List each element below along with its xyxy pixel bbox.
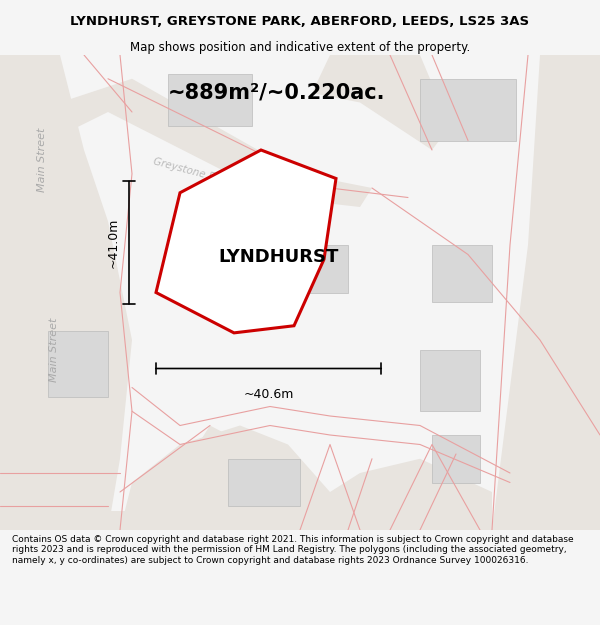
- Polygon shape: [276, 245, 348, 292]
- Polygon shape: [156, 150, 336, 333]
- Text: LYNDHURST: LYNDHURST: [219, 248, 339, 266]
- Polygon shape: [312, 55, 450, 150]
- Polygon shape: [168, 74, 252, 126]
- Text: Main Street: Main Street: [49, 318, 59, 382]
- Polygon shape: [420, 349, 480, 411]
- Polygon shape: [228, 459, 300, 506]
- Polygon shape: [492, 55, 600, 530]
- Text: Greystone Park: Greystone Park: [152, 156, 232, 186]
- Text: Contains OS data © Crown copyright and database right 2021. This information is : Contains OS data © Crown copyright and d…: [12, 535, 574, 564]
- Text: Map shows position and indicative extent of the property.: Map shows position and indicative extent…: [130, 41, 470, 54]
- Polygon shape: [0, 55, 132, 530]
- Text: Main Street: Main Street: [37, 127, 47, 192]
- Polygon shape: [432, 245, 492, 302]
- Text: LYNDHURST, GREYSTONE PARK, ABERFORD, LEEDS, LS25 3AS: LYNDHURST, GREYSTONE PARK, ABERFORD, LEE…: [70, 16, 530, 28]
- Polygon shape: [60, 79, 372, 207]
- Polygon shape: [420, 79, 516, 141]
- Text: ~41.0m: ~41.0m: [107, 217, 120, 268]
- Text: ~40.6m: ~40.6m: [244, 389, 293, 401]
- Polygon shape: [60, 426, 228, 530]
- Polygon shape: [48, 331, 108, 397]
- Polygon shape: [432, 435, 480, 482]
- Polygon shape: [330, 459, 492, 530]
- Text: ~889m²/~0.220ac.: ~889m²/~0.220ac.: [168, 83, 386, 103]
- Polygon shape: [120, 426, 330, 530]
